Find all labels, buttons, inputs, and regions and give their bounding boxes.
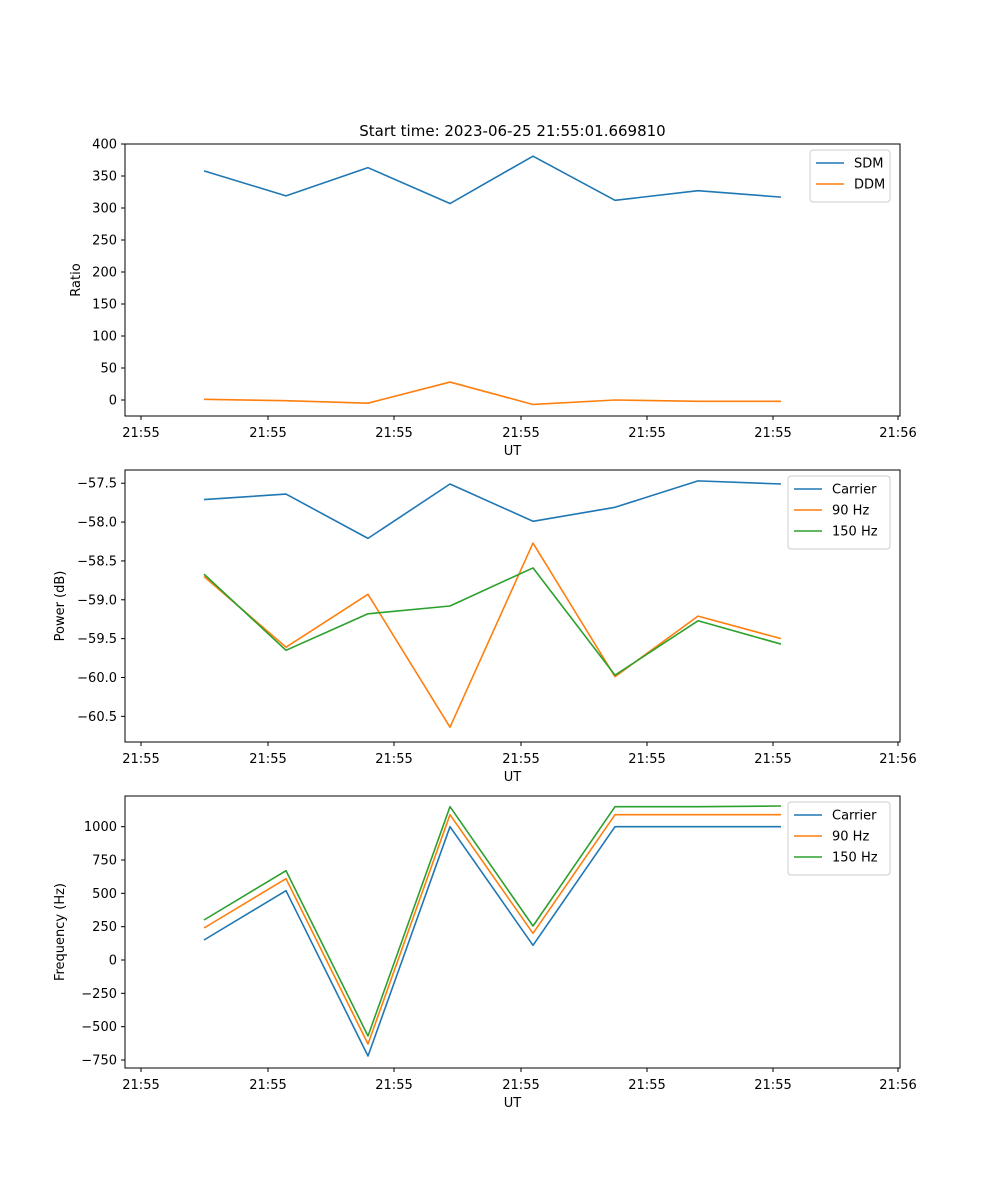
y-tick-label: 400 bbox=[92, 138, 117, 153]
plot-frame bbox=[124, 143, 901, 417]
plot-frame bbox=[124, 469, 901, 743]
x-tick-label: 21:55 bbox=[502, 1078, 539, 1093]
x-tick-label: 21:56 bbox=[879, 426, 916, 441]
series-line-ddm bbox=[203, 381, 781, 406]
x-tick-label: 21:56 bbox=[879, 752, 916, 767]
plot-frame bbox=[124, 795, 901, 1069]
legend: SDM DDM bbox=[809, 149, 891, 203]
y-tick-label: −58.0 bbox=[77, 516, 117, 531]
x-tick-label: 21:55 bbox=[375, 1078, 412, 1093]
y-tick-label: 250 bbox=[92, 234, 117, 249]
x-tick-label: 21:55 bbox=[502, 752, 539, 767]
x-tick-label: 21:56 bbox=[879, 1078, 916, 1093]
x-tick-label: 21:55 bbox=[628, 752, 665, 767]
legend-label: DDM bbox=[854, 178, 885, 193]
y-tick-label: 150 bbox=[92, 298, 117, 313]
x-tick-label: 21:55 bbox=[122, 1078, 159, 1093]
chart-2: −60.5 −60.0 −59.5 −59.0 −58.5 −58.0 −57.5 21:55… bbox=[53, 469, 917, 785]
legend-label: 90 Hz bbox=[832, 504, 869, 519]
x-tick-label: 21:55 bbox=[754, 426, 791, 441]
legend-label: 90 Hz bbox=[832, 830, 869, 845]
series-line-90-hz bbox=[203, 813, 781, 1045]
x-axis-label: UT bbox=[504, 444, 522, 459]
x-tick-label: 21:55 bbox=[628, 1078, 665, 1093]
legend-label: SDM bbox=[854, 157, 883, 172]
series-line-150-hz bbox=[203, 567, 782, 676]
y-tick-label: −500 bbox=[81, 1020, 117, 1035]
legend: Carrier 90 Hz 150 Hz bbox=[787, 475, 891, 550]
legend-label: Carrier bbox=[832, 483, 877, 498]
x-tick-label: 21:55 bbox=[375, 752, 412, 767]
y-tick-label: −60.0 bbox=[77, 671, 117, 686]
x-tick-label: 21:55 bbox=[122, 426, 159, 441]
x-tick-label: 21:55 bbox=[628, 426, 665, 441]
legend: Carrier 90 Hz 150 Hz bbox=[787, 801, 891, 876]
chart-3: −750 −500 −250 0 250 500 750 1000 21:55 21:55 21:5… bbox=[53, 795, 917, 1111]
y-tick-label: −57.5 bbox=[77, 477, 117, 492]
series-line-90-hz bbox=[203, 542, 782, 729]
y-tick-label: 250 bbox=[92, 920, 117, 935]
legend-label: 150 Hz bbox=[832, 525, 878, 540]
y-tick-label: −250 bbox=[81, 987, 117, 1002]
y-tick-label: 0 bbox=[109, 394, 117, 409]
y-tick-label: 100 bbox=[92, 330, 117, 345]
y-tick-label: −60.5 bbox=[77, 710, 117, 725]
x-tick-label: 21:55 bbox=[754, 752, 791, 767]
series-line-carrier bbox=[203, 480, 782, 540]
y-tick-label: 750 bbox=[92, 854, 117, 869]
y-axis-label: Frequency (Hz) bbox=[53, 883, 68, 981]
x-tick-label: 21:55 bbox=[249, 1078, 286, 1093]
y-tick-label: 0 bbox=[109, 954, 117, 969]
series-line-sdm bbox=[203, 155, 782, 205]
y-axis-label: Ratio bbox=[69, 263, 84, 296]
x-axis-label: UT bbox=[504, 770, 522, 785]
series-line-carrier bbox=[203, 825, 781, 1057]
x-axis-label: UT bbox=[504, 1096, 522, 1111]
y-tick-label: 1000 bbox=[84, 820, 117, 835]
y-tick-label: 350 bbox=[92, 170, 117, 185]
x-tick-label: 21:55 bbox=[249, 426, 286, 441]
legend-label: 150 Hz bbox=[832, 851, 878, 866]
y-tick-label: 500 bbox=[92, 887, 117, 902]
x-tick-label: 21:55 bbox=[502, 426, 539, 441]
y-tick-label: 200 bbox=[92, 266, 117, 281]
chart-title: Start time: 2023-06-25 21:55:01.669810 bbox=[359, 122, 665, 140]
y-tick-label: −750 bbox=[81, 1054, 117, 1069]
y-tick-label: 50 bbox=[100, 362, 117, 377]
series-line-150-hz bbox=[203, 805, 782, 1037]
x-tick-label: 21:55 bbox=[249, 752, 286, 767]
legend-label: Carrier bbox=[832, 809, 877, 824]
x-tick-label: 21:55 bbox=[375, 426, 412, 441]
y-tick-label: −59.0 bbox=[77, 593, 117, 608]
x-tick-label: 21:55 bbox=[122, 752, 159, 767]
x-tick-label: 21:55 bbox=[754, 1078, 791, 1093]
y-tick-label: −58.5 bbox=[77, 554, 117, 569]
chart-1: Start time: 2023-06-25 21:55:01.669810 0 5… bbox=[69, 122, 917, 459]
y-axis-label: Power (dB) bbox=[53, 571, 68, 642]
y-tick-label: −59.5 bbox=[77, 632, 117, 647]
y-tick-label: 300 bbox=[92, 202, 117, 217]
